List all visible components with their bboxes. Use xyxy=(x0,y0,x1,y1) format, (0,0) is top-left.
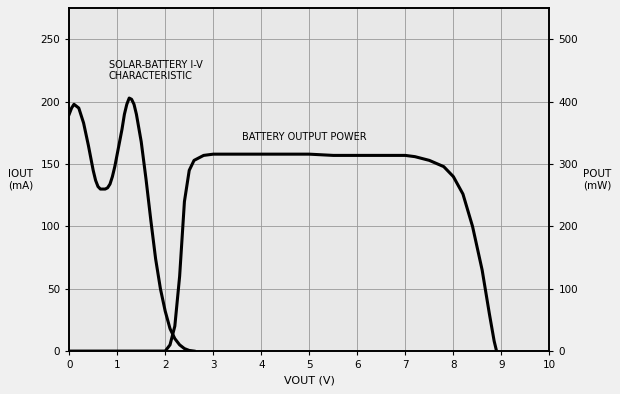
X-axis label: VOUT (V): VOUT (V) xyxy=(284,375,335,386)
Text: BATTERY OUTPUT POWER: BATTERY OUTPUT POWER xyxy=(242,132,366,142)
Y-axis label: IOUT
(mA): IOUT (mA) xyxy=(8,169,33,191)
Y-axis label: POUT
(mW): POUT (mW) xyxy=(583,169,612,191)
Text: SOLAR-BATTERY I-V
CHARACTERISTIC: SOLAR-BATTERY I-V CHARACTERISTIC xyxy=(108,60,202,82)
